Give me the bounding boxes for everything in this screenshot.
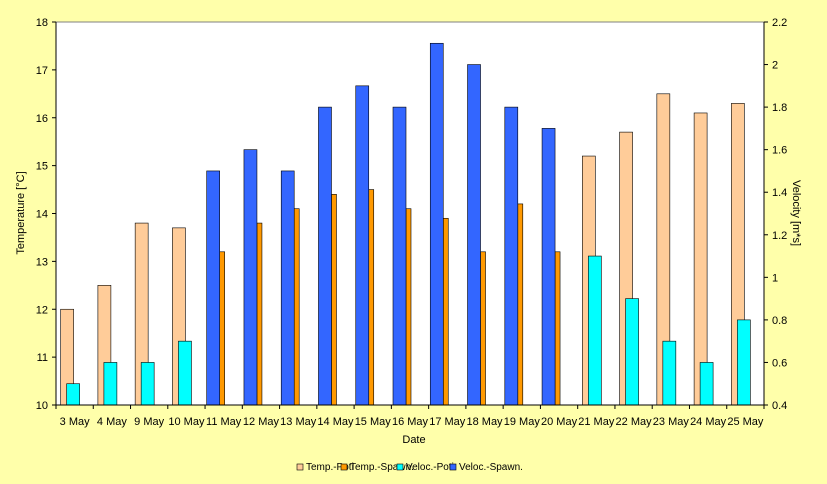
right-tick-label: 2.2 xyxy=(772,17,787,29)
left-tick-label: 16 xyxy=(36,113,48,125)
x-tick-label: 12 May xyxy=(243,416,280,428)
bar-veloc-poti xyxy=(625,298,639,406)
x-tick-label: 4 May xyxy=(97,416,127,428)
x-tick-label: 16 May xyxy=(392,416,429,428)
x-tick-label: 18 May xyxy=(466,416,503,428)
x-axis: 3 May 4 May 9 May 10 May 11 May 12 May 13 May 1… xyxy=(55,404,765,428)
bar-temp-spawn xyxy=(480,251,486,406)
bar-veloc-spawn xyxy=(429,42,444,406)
x-tick-label: 14 May xyxy=(317,416,354,428)
left-tick-label: 17 xyxy=(36,65,48,77)
legend-label: Temp.-Poti xyxy=(306,462,354,473)
bar-veloc-poti xyxy=(140,362,155,406)
x-tick-label: 3 May xyxy=(60,416,90,428)
left-tick-label: 12 xyxy=(36,304,48,316)
legend-swatch xyxy=(449,463,457,471)
left-tick-label: 15 xyxy=(36,161,48,173)
left-tick-label: 13 xyxy=(36,256,48,268)
bar-veloc-poti xyxy=(737,319,751,406)
right-tick-label: 0.8 xyxy=(772,315,787,327)
x-tick-label: 24 May xyxy=(690,416,727,428)
bar-temp-spawn xyxy=(256,222,263,406)
bar-temp-spawn xyxy=(442,217,449,406)
right-tick-label: 0.4 xyxy=(772,400,787,412)
bar-temp-spawn xyxy=(517,203,524,406)
bar-veloc-spawn xyxy=(467,64,481,406)
bar-veloc-poti xyxy=(699,362,714,406)
bar-veloc-poti xyxy=(66,383,80,406)
right-tick-label: 1.2 xyxy=(772,230,787,242)
bar-veloc-poti xyxy=(588,255,602,406)
left-axis-title: Temperature [°C] xyxy=(15,171,27,254)
x-tick-label: 13 May xyxy=(280,416,317,428)
bar-veloc-spawn xyxy=(504,106,519,406)
bar-temp-spawn xyxy=(219,251,225,406)
legend-swatch xyxy=(296,463,304,471)
bar-veloc-spawn xyxy=(355,85,370,406)
bar-temp-spawn xyxy=(331,194,337,406)
x-tick-label: 15 May xyxy=(355,416,392,428)
bar-veloc-spawn xyxy=(243,149,258,406)
bar-veloc-poti xyxy=(178,340,192,406)
right-tick-label: 1.6 xyxy=(772,145,787,157)
legend-label: Temp.-Spawn. xyxy=(350,462,414,473)
bar-veloc-poti xyxy=(662,340,677,406)
x-axis-title: Date xyxy=(402,434,425,446)
bar-veloc-poti xyxy=(103,362,118,406)
bar-temp-poti xyxy=(693,112,708,406)
x-tick-label: 9 May xyxy=(134,416,164,428)
right-axis: 0.4 0.6 0.8 1 1.2 1.4 1.6 1.8 2 2.2 xyxy=(763,17,787,412)
bar-veloc-spawn xyxy=(392,106,407,406)
x-tick-label: 25 May xyxy=(727,416,764,428)
bar-veloc-spawn xyxy=(280,170,295,406)
legend-label: Veloc.-Poti xyxy=(406,462,454,473)
right-tick-label: 1 xyxy=(772,272,778,284)
legend-swatch xyxy=(340,463,348,471)
x-tick-label: 19 May xyxy=(504,416,541,428)
bar-temp-spawn xyxy=(368,189,375,406)
bar-temp-spawn xyxy=(293,208,300,406)
right-tick-label: 0.6 xyxy=(772,357,787,369)
x-tick-label: 10 May xyxy=(168,416,205,428)
left-tick-label: 10 xyxy=(36,400,48,412)
legend-label: Veloc.-Spawn. xyxy=(459,462,523,473)
x-tick-label: 23 May xyxy=(653,416,690,428)
bars xyxy=(60,42,751,406)
bar-temp-spawn xyxy=(405,208,412,406)
x-tick-label: 20 May xyxy=(541,416,578,428)
bar-veloc-spawn xyxy=(318,106,332,406)
right-tick-label: 1.8 xyxy=(772,102,787,114)
bar-veloc-spawn xyxy=(541,128,556,406)
left-tick-label: 18 xyxy=(36,17,48,29)
x-tick-label: 22 May xyxy=(616,416,653,428)
right-tick-label: 1.4 xyxy=(772,187,787,199)
left-tick-label: 14 xyxy=(36,209,48,221)
right-tick-label: 2 xyxy=(772,60,778,72)
left-axis: 10 11 12 13 14 15 16 17 18 xyxy=(36,17,57,412)
x-tick-label: 21 May xyxy=(578,416,615,428)
x-tick-label: 11 May xyxy=(206,416,242,428)
right-axis-title: Velocity [m*s] xyxy=(790,180,802,246)
x-tick-label: 17 May xyxy=(429,416,466,428)
bar-veloc-spawn xyxy=(206,170,220,406)
bar-temp-spawn xyxy=(554,251,561,406)
left-tick-label: 11 xyxy=(37,352,48,364)
legend-swatch xyxy=(396,463,404,471)
